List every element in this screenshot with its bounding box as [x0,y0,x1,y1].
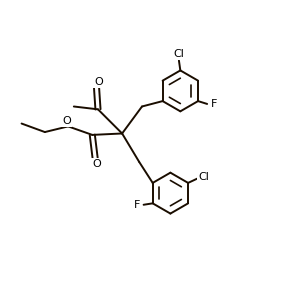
Text: O: O [94,77,103,87]
Text: Cl: Cl [174,49,184,59]
Text: F: F [210,99,217,109]
Text: Cl: Cl [198,172,209,182]
Text: O: O [92,159,101,170]
Text: O: O [62,116,71,126]
Text: F: F [134,200,140,210]
